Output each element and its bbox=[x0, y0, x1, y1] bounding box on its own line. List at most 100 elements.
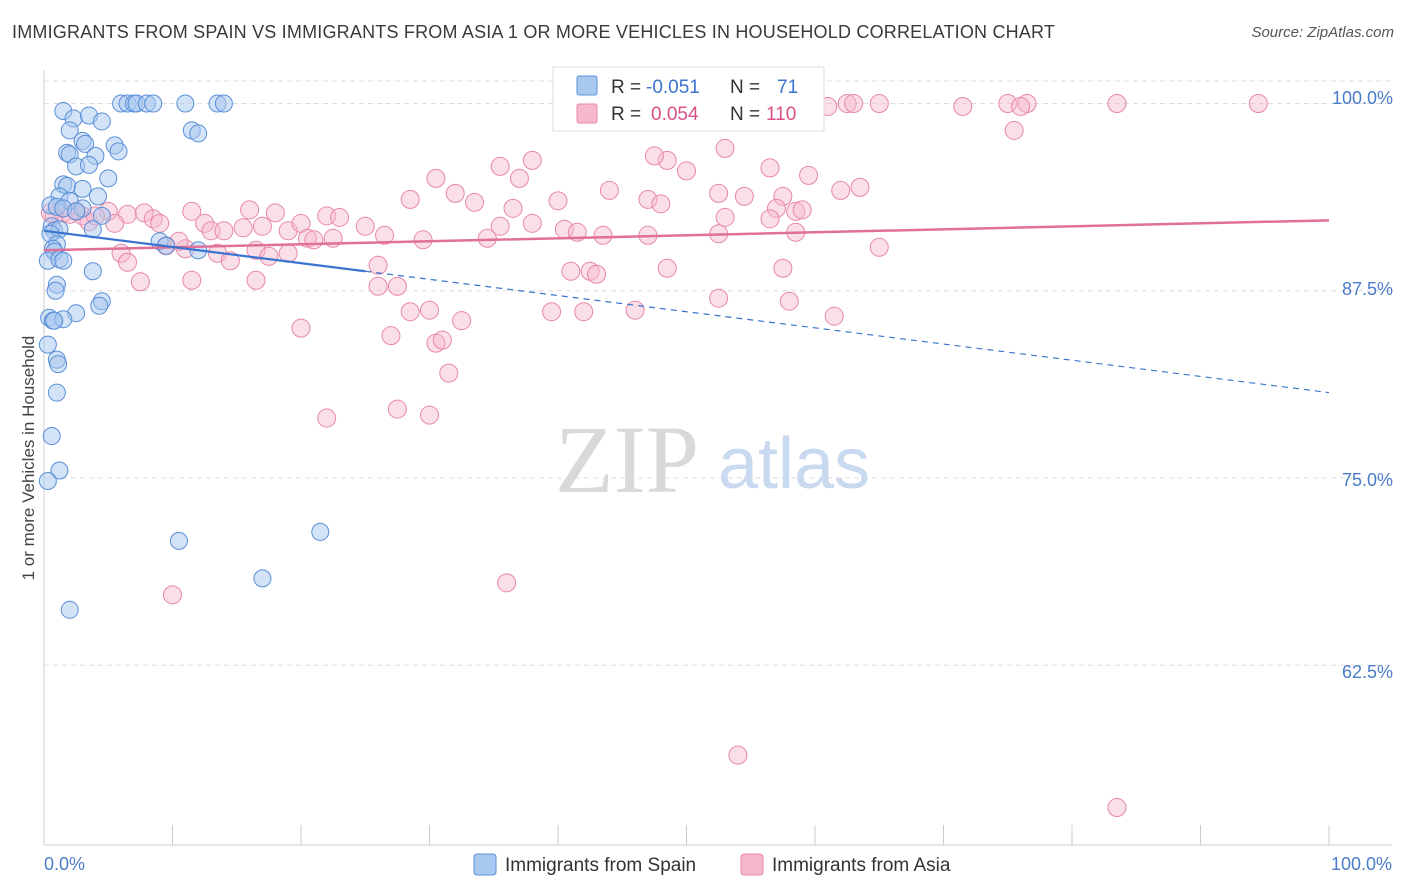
spain-point-66 bbox=[42, 427, 61, 446]
asia-point-79 bbox=[869, 237, 889, 257]
stats-spain-n-label: N = bbox=[730, 77, 760, 98]
legend-swatch-spain bbox=[473, 853, 497, 876]
spain-point-10 bbox=[176, 94, 195, 113]
spain-point-72 bbox=[60, 600, 79, 619]
asia-point-105 bbox=[574, 302, 594, 322]
spain-point-17 bbox=[76, 134, 95, 153]
asia-point-34 bbox=[503, 198, 523, 218]
asia-point-27 bbox=[651, 194, 671, 214]
asia-point-69 bbox=[375, 225, 395, 245]
grid-layer bbox=[44, 80, 1392, 666]
spain-point-37 bbox=[92, 206, 111, 225]
asia-point-39 bbox=[182, 201, 202, 221]
legend-label-asia: Immigrants from Asia bbox=[772, 855, 951, 876]
asia-point-56 bbox=[150, 213, 170, 233]
asia-point-88 bbox=[278, 243, 298, 263]
asia-point-25 bbox=[709, 183, 729, 203]
asia-point-61 bbox=[252, 216, 272, 236]
stats-box-frame bbox=[552, 66, 825, 132]
asia-point-97 bbox=[182, 270, 202, 290]
spain-trend-line-dashed bbox=[365, 270, 1330, 394]
spain-point-3 bbox=[92, 112, 111, 131]
asia-point-117 bbox=[317, 408, 337, 428]
asia-point-113 bbox=[432, 330, 452, 350]
asia-point-40 bbox=[240, 200, 260, 220]
spain-point-64 bbox=[49, 355, 68, 374]
stats-asia-n-label: N = bbox=[730, 104, 760, 125]
asia-point-124 bbox=[1107, 798, 1127, 818]
stats-asia-r-label: R = bbox=[611, 104, 641, 125]
spain-point-36 bbox=[67, 202, 86, 221]
asia-point-22 bbox=[509, 168, 529, 188]
asia-point-90 bbox=[368, 255, 388, 275]
spain-point-19 bbox=[109, 142, 128, 161]
spain-point-62 bbox=[38, 335, 57, 354]
stats-asia-r-value: 0.054 bbox=[651, 104, 699, 125]
x-tick-label-1: 100.0% bbox=[1331, 854, 1392, 874]
asia-point-98 bbox=[246, 270, 266, 290]
x-tick-label-0: 0.0% bbox=[44, 854, 85, 874]
stats-swatch-spain bbox=[576, 75, 598, 96]
y-tick-label-75: 75.0% bbox=[1342, 470, 1393, 490]
asia-point-57 bbox=[195, 213, 215, 233]
asia-point-37 bbox=[786, 201, 806, 221]
asia-point-35 bbox=[548, 191, 568, 211]
asia-point-77 bbox=[760, 209, 780, 229]
stats-spain-r-value: -0.051 bbox=[646, 77, 700, 98]
asia-point-29 bbox=[773, 186, 793, 206]
asia-point-28 bbox=[734, 186, 754, 206]
asia-point-23 bbox=[445, 183, 465, 203]
asia-point-16 bbox=[715, 138, 735, 158]
asia-point-24 bbox=[599, 180, 619, 200]
asia-point-18 bbox=[799, 165, 819, 185]
asia-point-107 bbox=[709, 288, 729, 308]
asia-point-119 bbox=[522, 213, 542, 233]
spain-point-67 bbox=[50, 461, 69, 480]
spain-point-71 bbox=[253, 569, 272, 588]
stats-swatch-asia bbox=[576, 103, 598, 124]
asia-point-11 bbox=[1011, 96, 1031, 116]
source-label: Source: ZipAtlas.com bbox=[1251, 24, 1394, 41]
spain-point-28 bbox=[73, 179, 92, 198]
asia-point-33 bbox=[464, 192, 484, 212]
asia-point-108 bbox=[779, 291, 799, 311]
y-tick-label-87-5: 87.5% bbox=[1342, 279, 1393, 299]
asia-point-30 bbox=[831, 180, 851, 200]
asia-trend-line bbox=[43, 219, 1330, 252]
asia-point-10 bbox=[1248, 93, 1268, 113]
asia-point-115 bbox=[387, 399, 407, 419]
asia-point-93 bbox=[587, 264, 607, 284]
spain-point-68 bbox=[38, 471, 57, 490]
asia-point-7 bbox=[998, 93, 1018, 113]
asia-point-102 bbox=[420, 300, 439, 320]
trend-layer bbox=[43, 219, 1330, 394]
spain-point-70 bbox=[311, 522, 330, 541]
spain-point-25 bbox=[99, 169, 118, 188]
watermark: ZIP atlas bbox=[555, 406, 870, 513]
asia-point-96 bbox=[130, 272, 150, 292]
asia-point-86 bbox=[220, 251, 240, 271]
legend: Immigrants from Spain Immigrants from As… bbox=[473, 853, 951, 876]
asia-point-100 bbox=[387, 276, 407, 296]
asia-point-114 bbox=[439, 363, 459, 383]
asia-point-36 bbox=[766, 198, 786, 218]
asia-point-5 bbox=[869, 93, 889, 113]
stats-box: R = -0.051 N = 71 R = 0.054 N = 110 bbox=[552, 66, 825, 132]
stats-spain-n-value: 71 bbox=[777, 77, 798, 98]
asia-point-60 bbox=[233, 218, 253, 238]
asia-point-95 bbox=[773, 258, 793, 278]
spain-point-14 bbox=[189, 124, 208, 143]
y-tick-label-62-5: 62.5% bbox=[1342, 662, 1393, 682]
asia-point-74 bbox=[593, 225, 613, 245]
asia-point-59 bbox=[214, 221, 234, 241]
legend-label-spain: Immigrants from Spain bbox=[505, 855, 696, 876]
asia-point-13 bbox=[522, 150, 542, 170]
spain-point-56 bbox=[90, 296, 109, 315]
asia-point-31 bbox=[850, 177, 870, 197]
stats-asia-n-value: 110 bbox=[766, 104, 796, 125]
asia-point-103 bbox=[452, 311, 472, 331]
asia-point-41 bbox=[265, 203, 285, 223]
asia-point-104 bbox=[542, 302, 562, 322]
asia-point-3 bbox=[844, 93, 864, 113]
